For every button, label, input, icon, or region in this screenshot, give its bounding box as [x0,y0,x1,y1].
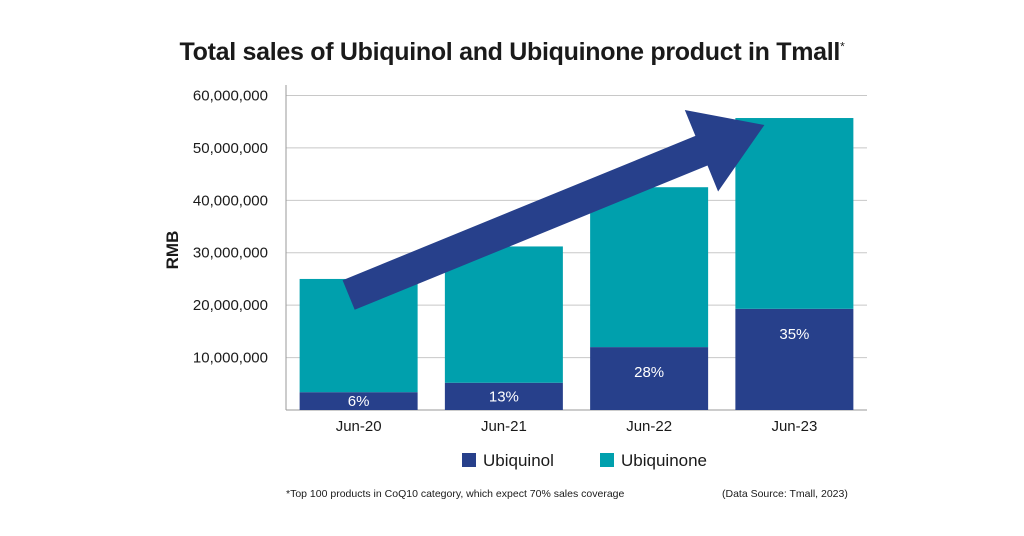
bar-ubiquinone [444,246,563,383]
bar-ubiquinol [735,308,854,410]
legend-swatch-ubiquinone [600,453,614,467]
data-label: 35% [779,326,809,343]
trend-arrow-icon [342,110,765,310]
legend-label-ubiquinone: Ubiquinone [621,451,707,470]
x-tick-label: Jun-22 [626,418,672,435]
legend-label-ubiquinol: Ubiquinol [483,451,554,470]
bar-ubiquinol [299,392,418,410]
y-tick-label: 10,000,000 [193,350,268,367]
data-label: 6% [348,393,370,410]
y-axis-title: RMB [163,231,182,270]
footnote: *Top 100 products in CoQ10 category, whi… [286,488,625,500]
y-tick-label: 60,000,000 [193,87,268,104]
chart-title: Total sales of Ubiquinol and Ubiquinone … [179,38,845,66]
x-tick-label: Jun-21 [481,418,527,435]
y-tick-label: 30,000,000 [193,245,268,262]
bar-ubiquinone [735,118,854,309]
title-footnote-marker: * [840,39,845,54]
bar-ubiquinone [590,187,709,348]
bar-ubiquinol [444,382,563,410]
x-tick-label: Jun-20 [336,418,382,435]
data-label: 13% [489,388,519,405]
legend-swatch-ubiquinol [462,453,476,467]
x-tick-label: Jun-23 [771,418,817,435]
bar-ubiquinol [590,347,709,410]
data-label: 28% [634,364,664,381]
y-tick-label: 40,000,000 [193,192,268,209]
y-tick-label: 50,000,000 [193,140,268,157]
y-tick-label: 20,000,000 [193,297,268,314]
data-source: (Data Source: Tmall, 2023) [722,488,848,500]
